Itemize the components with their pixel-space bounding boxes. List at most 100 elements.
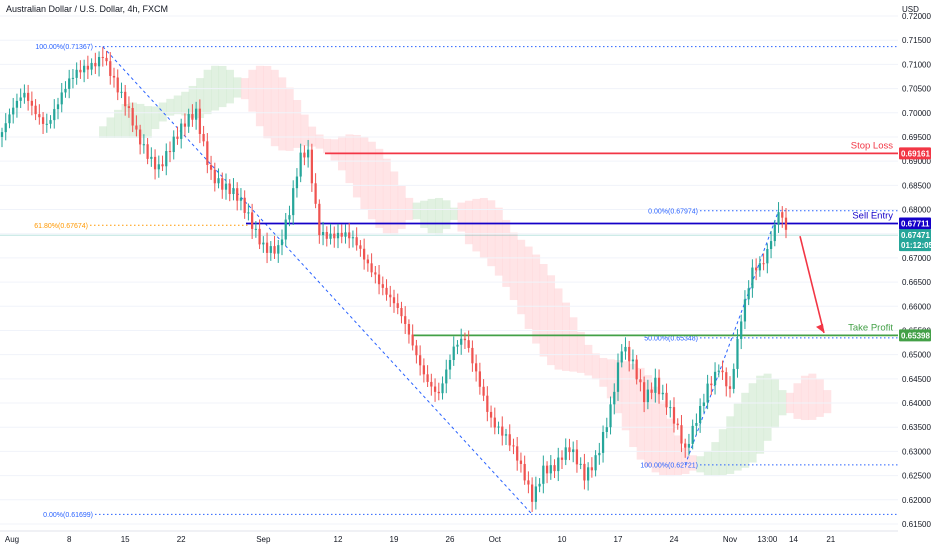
candle	[613, 383, 616, 415]
candle-body	[471, 347, 474, 364]
cloud-segment	[450, 207, 458, 220]
candle-body	[329, 233, 332, 239]
candle-body	[605, 427, 608, 433]
candle	[721, 360, 724, 380]
candle	[146, 138, 149, 165]
candle-body	[400, 307, 403, 317]
candle-body	[299, 152, 302, 177]
candle-body	[460, 338, 463, 345]
candle	[209, 155, 213, 180]
candle-body	[538, 483, 541, 487]
candle-body	[232, 188, 235, 195]
candle-body	[355, 237, 358, 246]
candle	[441, 376, 444, 400]
level-name-label: Sell Entry	[852, 211, 893, 222]
fib-level-label: 0.00%(0.67974)	[648, 208, 698, 215]
candle-body	[639, 379, 642, 383]
candle	[109, 52, 112, 85]
candle	[784, 208, 788, 239]
candle	[79, 60, 82, 79]
cloud-segment	[457, 202, 466, 232]
candle-body	[736, 338, 739, 369]
candle	[303, 145, 306, 166]
price-tick-label: 0.61500	[902, 520, 931, 529]
cloud-segment	[278, 77, 287, 151]
cloud-segment	[524, 246, 533, 329]
candle	[292, 180, 295, 225]
candle	[654, 368, 657, 403]
candle	[508, 424, 511, 451]
candle	[284, 212, 287, 247]
candle-body	[389, 294, 392, 298]
candle-body	[247, 212, 250, 214]
candle-body	[452, 346, 455, 361]
candle	[49, 115, 52, 129]
candle-body	[751, 267, 754, 289]
cloud-segment	[181, 91, 190, 116]
cloud-segment	[644, 375, 653, 467]
grid	[0, 15, 898, 525]
candle	[699, 398, 702, 433]
candle	[45, 113, 48, 133]
candle	[594, 450, 597, 477]
candle	[333, 226, 336, 248]
candle	[198, 99, 201, 144]
cloud-segment	[300, 114, 309, 147]
cloud-segment	[143, 106, 152, 138]
candle-body	[75, 69, 78, 78]
candle-body	[687, 443, 691, 448]
candle	[262, 236, 265, 253]
candle-body	[280, 239, 284, 246]
candle	[587, 462, 590, 491]
cloud-segment	[435, 197, 444, 235]
candle-body	[396, 303, 399, 308]
tag-bg	[899, 329, 931, 342]
candle	[243, 190, 246, 219]
candle	[232, 178, 235, 201]
candle-body	[243, 197, 246, 213]
candle-body	[542, 465, 545, 484]
candle-body	[150, 156, 153, 159]
candle-body	[516, 446, 519, 461]
cloud-segment	[629, 363, 638, 448]
candle	[531, 477, 534, 512]
candle	[127, 96, 131, 118]
candle	[691, 419, 694, 450]
candle-body	[407, 323, 411, 335]
candle-body	[60, 92, 63, 105]
cloud-segment	[532, 254, 541, 344]
fib-retracements: 100.00%(0.71367) 61.80%(0.67674) 0.00%(0.6…	[34, 44, 898, 519]
candle-body	[157, 164, 160, 170]
candle	[572, 441, 575, 463]
candle	[0, 127, 4, 148]
fib-level-label: 50.00%(0.65348)	[644, 335, 698, 342]
candle-body	[426, 374, 429, 382]
candle	[628, 340, 631, 372]
candle	[318, 199, 321, 244]
candle	[139, 124, 142, 155]
fib-level-label: 100.00%(0.62721)	[640, 462, 698, 469]
cloud-segment	[599, 357, 608, 387]
candle	[445, 359, 448, 394]
ichimoku-cloud	[99, 65, 832, 477]
candle-body	[661, 392, 664, 395]
cloud-segment	[226, 69, 234, 104]
candle	[710, 376, 713, 396]
candle-body	[23, 92, 26, 98]
candle	[519, 452, 523, 473]
candle-body	[366, 259, 369, 264]
candle-body	[475, 363, 478, 372]
cloud-segment	[726, 416, 735, 474]
candle-body	[549, 465, 552, 474]
candle-body	[124, 91, 127, 107]
candle-body	[321, 232, 325, 236]
candle-body	[217, 178, 220, 184]
candle	[8, 108, 11, 129]
candle-body	[699, 405, 702, 424]
candle	[706, 374, 709, 410]
candle	[430, 373, 433, 396]
candle	[516, 437, 519, 471]
candle	[684, 438, 687, 458]
